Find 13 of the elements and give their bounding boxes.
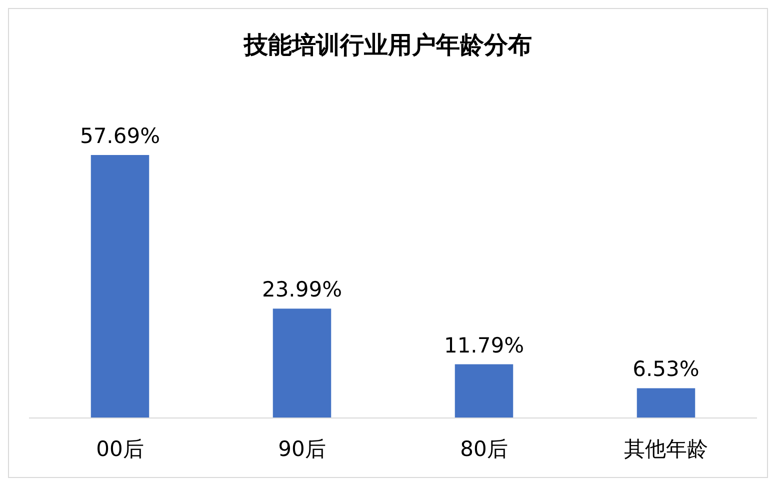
data-label: 6.53% [632,357,700,382]
chart-title: 技能培训行业用户年龄分布 [243,31,532,59]
x-tick-label: 00后 [96,437,144,461]
x-tick-label: 其他年龄 [624,437,708,461]
bar [454,364,514,418]
x-tick-label: 80后 [460,437,508,461]
data-label: 57.69% [80,124,160,148]
x-tick-label: 90后 [278,437,326,461]
bar [272,308,332,418]
bar [636,388,696,418]
bar [90,155,150,418]
data-label: 11.79% [444,333,524,358]
data-label: 23.99% [262,278,342,302]
